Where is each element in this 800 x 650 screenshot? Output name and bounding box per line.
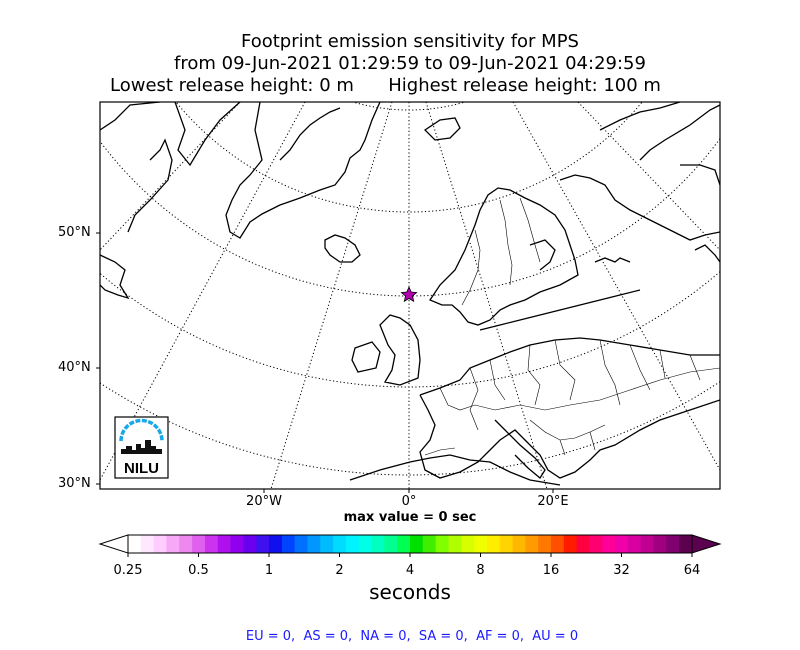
border-finland-russia [519,197,541,263]
chart-title: Footprint emission sensitivity for MPS [241,31,579,52]
cb-tick-1: 0.5 [188,563,209,578]
meridian-w60 [100,102,241,251]
border-iberia [424,447,456,456]
colorbar-label: seconds [369,580,451,604]
cb-tick-3: 2 [335,563,344,578]
max-value-label: max value = 0 sec [343,510,477,525]
cb-tick-4: 4 [405,563,415,578]
north-africa-coast [349,454,561,486]
svalbard-coast [423,117,461,141]
cb-tick-8: 64 [683,563,701,578]
border-norway-sweden [461,229,481,306]
baltic-coast [479,289,641,331]
lat-label-50: 50°N [58,225,91,240]
italy-coast [494,419,546,479]
meridian-e60 [577,102,720,251]
novaya-zemlya [599,102,720,161]
ireland-coast [351,341,381,373]
map-frame [99,101,721,490]
lon-label-20e: 20°E [537,494,569,509]
white-sea-coast [529,239,556,271]
cb-tick-7: 32 [613,563,630,578]
map-content [100,102,720,489]
cb-tick-6: 16 [542,563,560,578]
border-central-2 [439,367,720,411]
meridian-w20 [270,102,393,489]
border-balkans [529,419,606,456]
border-east [599,339,701,406]
cb-tick-0: 0.25 [113,563,143,578]
graticule [100,102,720,489]
greenland-east [127,107,341,233]
region-totals: EU = 0, AS = 0, NA = 0, SA = 0, AF = 0, … [245,629,579,644]
release-heights: Lowest release height: 0 m Highest relea… [110,75,661,96]
nilu-logo: NILU [114,416,169,479]
iceland-coast [324,234,361,263]
coastlines [100,102,720,486]
ural-coast [594,257,631,263]
lat-label-40: 40°N [58,360,91,375]
border-sweden-finland [499,199,513,286]
lat-circle-70 [351,102,467,111]
border-central-1 [469,339,576,431]
lat-circle-30 [100,380,720,476]
uk-coast [379,314,421,386]
meridian-e20 [425,102,548,489]
europe-mainland [419,337,720,479]
greenland-coast [100,102,381,239]
russia-north-coast [559,174,720,241]
lat-circle-50 [100,137,720,297]
receptor-star-icon [400,286,418,303]
scandinavia-coast [429,187,579,326]
lon-label-20w: 20°W [246,494,282,509]
lat-circle-40 [100,271,720,388]
meridian-e40 [512,102,720,471]
chart-time-range: from 09-Jun-2021 01:29:59 to 09-Jun-2021… [174,53,646,74]
axis-ticks [96,232,554,493]
lat-label-30: 30°N [58,476,91,491]
labrador-coast [100,254,130,300]
country-borders [424,197,720,456]
lon-label-0: 0° [401,494,417,509]
sea-ice-east [680,164,720,263]
cb-tick-5: 8 [476,563,485,578]
cb-tick-2: 1 [264,563,274,578]
logo-text: NILU [124,460,159,477]
